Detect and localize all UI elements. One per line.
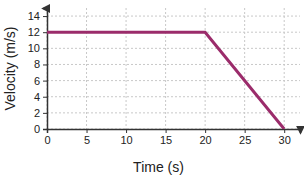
tick: 10 — [120, 129, 132, 146]
grid-line — [47, 80, 300, 81]
tick-mark — [43, 64, 47, 65]
tick-label: 12 — [28, 26, 40, 38]
y-axis: 0 2 4 6 8 10 12 14 — [28, 9, 48, 136]
tick-label: 20 — [200, 134, 212, 146]
tick-mark — [284, 129, 285, 133]
tick: 2 — [34, 107, 47, 119]
tick: 0 — [34, 123, 47, 135]
grid-line — [47, 48, 300, 49]
grid-line — [47, 112, 300, 113]
tick-label: 0 — [44, 134, 50, 146]
tick: 0 — [44, 129, 50, 146]
tick-label: 6 — [34, 75, 40, 87]
line — [47, 32, 284, 129]
grid-line — [86, 8, 87, 129]
tick: 8 — [34, 58, 47, 70]
tick-mark — [43, 32, 47, 33]
grid-line — [165, 8, 166, 129]
tick: 12 — [28, 26, 47, 38]
tick: 25 — [239, 129, 251, 146]
grid-line — [126, 8, 127, 129]
tick-label: 2 — [34, 107, 40, 119]
axis-line — [43, 9, 48, 130]
tick-label: 14 — [28, 10, 40, 22]
y-axis-title: Velocity (m/s) — [2, 26, 18, 110]
tick: 4 — [34, 91, 47, 103]
tick-mark — [43, 97, 47, 98]
tick-label: 8 — [34, 58, 40, 70]
tick: 15 — [160, 129, 172, 146]
x-axis: 0 5 10 15 20 25 30 — [44, 129, 300, 146]
grid-line — [205, 8, 206, 129]
tick-mark — [43, 16, 47, 17]
tick-mark — [245, 129, 246, 133]
tick-mark — [43, 113, 47, 114]
tick-label: 0 — [34, 123, 40, 135]
tick-label: 10 — [28, 42, 40, 54]
tick-mark — [43, 48, 47, 49]
plot-area: 0 5 10 15 20 25 30 0 2 4 6 8 10 12 14 — [28, 8, 301, 146]
tick-mark — [126, 129, 127, 133]
x-axis-title: Time (s) — [133, 159, 184, 175]
grid-line — [47, 96, 300, 97]
grid — [47, 8, 300, 129]
tick-label: 5 — [84, 134, 90, 146]
tick-label: 30 — [279, 134, 291, 146]
tick: 10 — [28, 42, 47, 54]
grid-line — [284, 8, 285, 129]
chart: 0 5 10 15 20 25 30 0 2 4 6 8 10 12 14 Time (s) Velocity … — [0, 0, 304, 182]
marks — [47, 32, 284, 129]
tick-mark — [43, 129, 47, 130]
tick-mark — [43, 81, 47, 82]
tick-mark — [205, 129, 206, 133]
tick-label: 25 — [239, 134, 251, 146]
grid-line — [244, 8, 245, 129]
tick-label: 4 — [34, 91, 40, 103]
tick-mark — [166, 129, 167, 133]
grid-line — [47, 16, 300, 17]
axis-line — [48, 130, 301, 134]
tick: 30 — [279, 129, 291, 146]
tick: 5 — [84, 129, 90, 146]
tick-mark — [87, 129, 88, 133]
tick-label: 15 — [160, 134, 172, 146]
tick: 14 — [28, 10, 47, 22]
tick-label: 10 — [120, 134, 132, 146]
grid-line — [47, 64, 300, 65]
tick: 6 — [34, 75, 47, 87]
tick: 20 — [200, 129, 212, 146]
